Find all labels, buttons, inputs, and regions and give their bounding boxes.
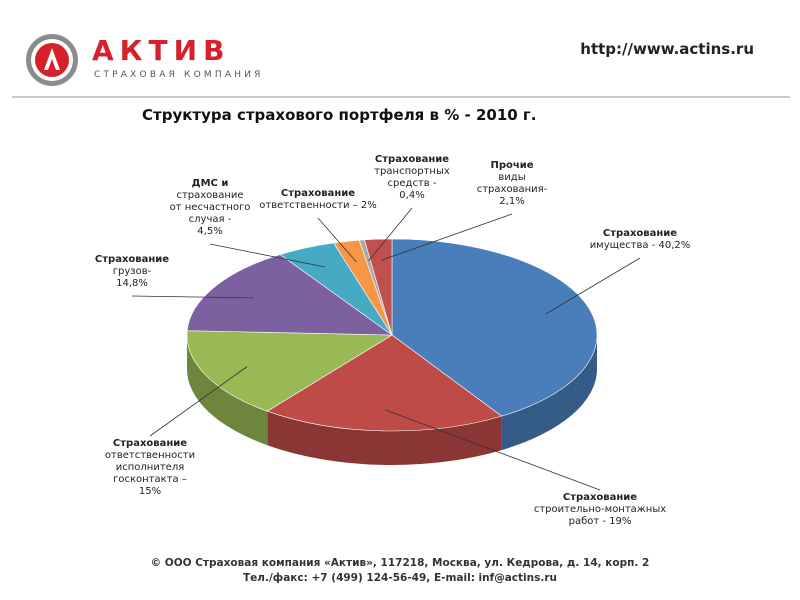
leader-line-5 (317, 217, 357, 263)
site-url-link[interactable]: http://www.actins.ru (580, 40, 754, 58)
leader-line-2 (149, 366, 248, 437)
slice-label-7: Прочие виды страхования-2,1% (477, 160, 548, 207)
brand-subtitle: СТРАХОВАЯ КОМПАНИЯ (94, 70, 264, 80)
slice-label-3: Страхование грузов-14,8% (95, 254, 169, 289)
slice-0 (391, 238, 598, 417)
slice-label-1: Страхование строительно-монтажных работ - … (534, 492, 666, 527)
leader-line-0 (545, 257, 641, 315)
footer-contacts: Тел./факс: +7 (499) 124-56-49, E-mail: i… (243, 572, 557, 584)
footer-address: © ООО Страховая компания «Актив», 117218… (150, 557, 650, 569)
leader-line-3 (131, 295, 254, 299)
leader-line-4 (209, 243, 326, 268)
slice-1 (266, 334, 503, 432)
header-divider (12, 96, 790, 98)
chart-title: Структура страхового портфеля в % - 2010… (142, 106, 537, 124)
footer: © ООО Страховая компания «Актив», 117218… (0, 556, 800, 586)
slice-7 (364, 238, 393, 336)
slice-side-1 (267, 411, 502, 465)
slice-label-2: Страхование ответственности исполнителя гос… (105, 438, 195, 497)
brand-name: АКТИВ (92, 34, 231, 67)
slice-label-5: Страхование ответственности – 2% (259, 188, 376, 211)
header: АКТИВ СТРАХОВАЯ КОМПАНИЯ http://www.acti… (0, 0, 800, 100)
slice-label-0: Страхование имущества - 40,2% (590, 228, 691, 251)
slice-label-6: Страхование транспортных средств -0,4% (374, 154, 450, 201)
slice-2 (186, 330, 394, 412)
slice-label-4: ДМС и страхование от несчастного случая -4,… (170, 178, 251, 237)
slice-3 (186, 254, 393, 336)
slice-side-2 (187, 335, 268, 446)
leader-line-1 (384, 409, 601, 491)
logo-icon (26, 34, 78, 86)
slice-side-0 (501, 335, 597, 451)
leader-line-6 (368, 207, 413, 262)
leader-line-7 (381, 213, 513, 261)
